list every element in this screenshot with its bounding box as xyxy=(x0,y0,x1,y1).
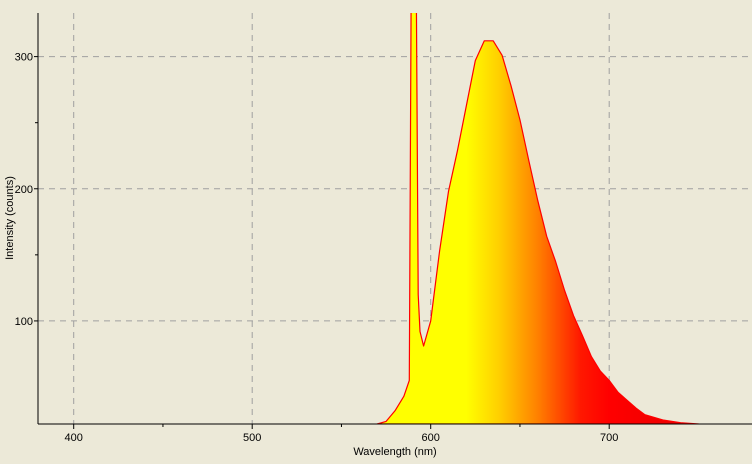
x-tick-label: 700 xyxy=(600,432,618,444)
y-axis-label: Intensity (counts) xyxy=(4,176,16,260)
x-tick-label: 500 xyxy=(243,432,261,444)
x-axis-label: Wavelength (nm) xyxy=(353,446,436,458)
x-tick-label: 600 xyxy=(422,432,440,444)
y-tick-label: 300 xyxy=(15,52,33,64)
y-tick-label: 100 xyxy=(15,316,33,328)
x-tick-label: 400 xyxy=(65,432,83,444)
grid-lines xyxy=(38,13,752,424)
spectrum-area xyxy=(376,13,700,424)
y-tick-label: 200 xyxy=(15,184,33,196)
